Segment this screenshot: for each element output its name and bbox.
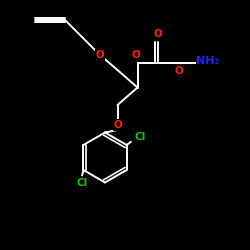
Text: O: O: [113, 120, 122, 130]
Text: O: O: [174, 66, 183, 76]
Text: O: O: [153, 29, 162, 39]
Text: Cl: Cl: [134, 132, 145, 142]
Text: Cl: Cl: [76, 178, 88, 188]
Text: NH₂: NH₂: [196, 56, 220, 66]
Text: O: O: [132, 50, 140, 59]
Text: O: O: [96, 50, 104, 60]
